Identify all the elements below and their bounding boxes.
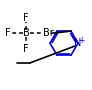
Text: +: + — [78, 36, 85, 45]
Text: F: F — [5, 28, 11, 38]
Text: B: B — [23, 28, 30, 38]
Text: Br: Br — [43, 28, 54, 38]
Text: F: F — [23, 44, 29, 54]
Text: F: F — [23, 13, 29, 23]
Text: N: N — [74, 38, 82, 48]
